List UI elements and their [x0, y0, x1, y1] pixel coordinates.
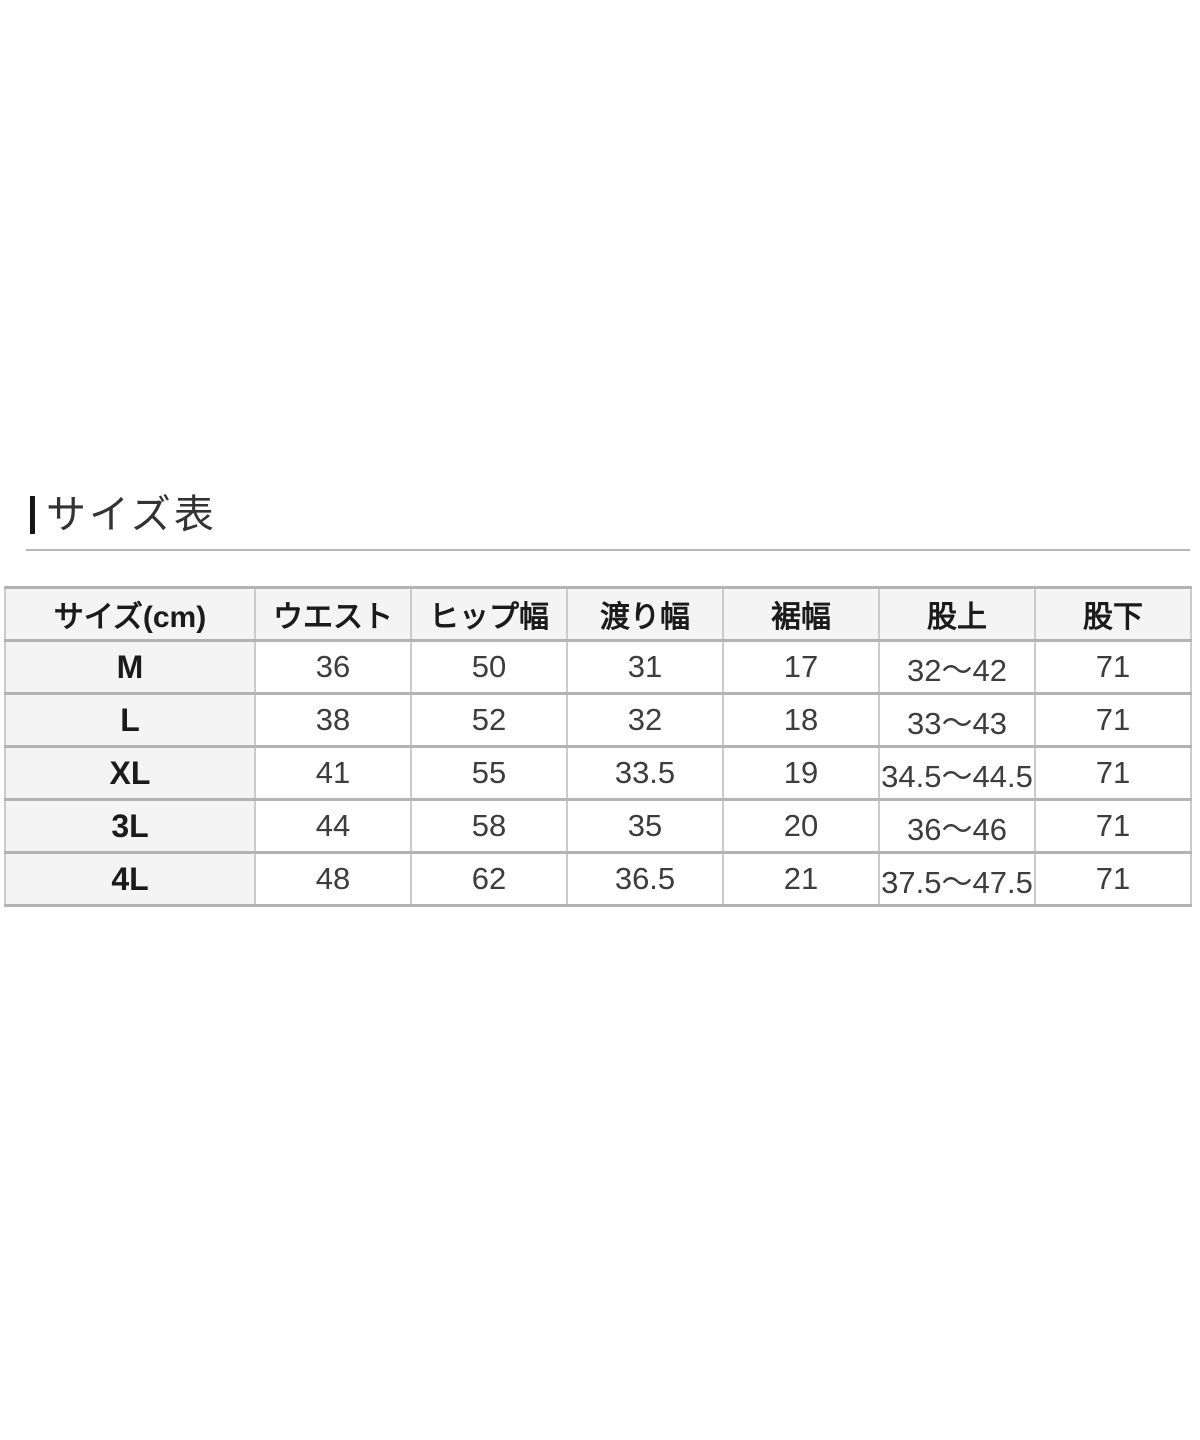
- column-header-rise: 股上: [878, 586, 1036, 642]
- size-chart-section: サイズ表 サイズ(cm) ウエスト ヒップ幅 渡り幅 裾幅: [0, 494, 1200, 907]
- table-cell: 35: [566, 798, 724, 854]
- row-size-label: XL: [4, 745, 256, 801]
- table-cell: 58: [410, 798, 568, 854]
- table-cell: 71: [1034, 798, 1192, 854]
- row-size-label: 4L: [4, 851, 256, 907]
- table-cell: 62: [410, 851, 568, 907]
- row-size-label: 3L: [4, 798, 256, 854]
- table-cell: 71: [1034, 745, 1192, 801]
- table-cell: 32～42: [878, 639, 1036, 695]
- column-header-inseam: 股下: [1034, 586, 1192, 642]
- column-header-hip: ヒップ幅: [410, 586, 568, 642]
- table-cell: 33～43: [878, 692, 1036, 748]
- row-size-label: M: [4, 639, 256, 695]
- section-title: サイズ表: [30, 494, 1200, 536]
- table-cell: 20: [722, 798, 880, 854]
- column-header-waist: ウエスト: [254, 586, 412, 642]
- table-cell: 31: [566, 639, 724, 695]
- table-cell: 33.5: [566, 745, 724, 801]
- table-cell: 34.5～44.5: [878, 745, 1036, 801]
- column-header-size: サイズ(cm): [4, 586, 256, 642]
- column-header-hem: 裾幅: [722, 586, 880, 642]
- table-cell: 38: [254, 692, 412, 748]
- page-title: サイズ表: [46, 493, 217, 537]
- size-table: サイズ(cm) ウエスト ヒップ幅 渡り幅 裾幅 股上 股下 M 36 50 3…: [4, 586, 1192, 907]
- table-cell: 71: [1034, 851, 1192, 907]
- table-row: XL 41 55 33.5 19 34.5～44.5 71: [4, 745, 1192, 801]
- table-header-row: サイズ(cm) ウエスト ヒップ幅 渡り幅 裾幅 股上 股下: [4, 586, 1192, 642]
- table-cell: 37.5～47.5: [878, 851, 1036, 907]
- table-row: 4L 48 62 36.5 21 37.5～47.5 71: [4, 851, 1192, 907]
- table-cell: 55: [410, 745, 568, 801]
- table-cell: 71: [1034, 639, 1192, 695]
- title-accent-bar: [30, 496, 35, 534]
- table-cell: 52: [410, 692, 568, 748]
- table-cell: 48: [254, 851, 412, 907]
- table-cell: 71: [1034, 692, 1192, 748]
- table-cell: 36: [254, 639, 412, 695]
- table-cell: 41: [254, 745, 412, 801]
- table-row: M 36 50 31 17 32～42 71: [4, 639, 1192, 695]
- table-cell: 19: [722, 745, 880, 801]
- row-size-label: L: [4, 692, 256, 748]
- table-cell: 36.5: [566, 851, 724, 907]
- table-cell: 21: [722, 851, 880, 907]
- table-row: 3L 44 58 35 20 36～46 71: [4, 798, 1192, 854]
- table-cell: 18: [722, 692, 880, 748]
- table-row: L 38 52 32 18 33～43 71: [4, 692, 1192, 748]
- column-header-thigh: 渡り幅: [566, 586, 724, 642]
- table-cell: 17: [722, 639, 880, 695]
- table-cell: 36～46: [878, 798, 1036, 854]
- table-cell: 44: [254, 798, 412, 854]
- table-cell: 50: [410, 639, 568, 695]
- title-divider: [26, 549, 1190, 551]
- table-cell: 32: [566, 692, 724, 748]
